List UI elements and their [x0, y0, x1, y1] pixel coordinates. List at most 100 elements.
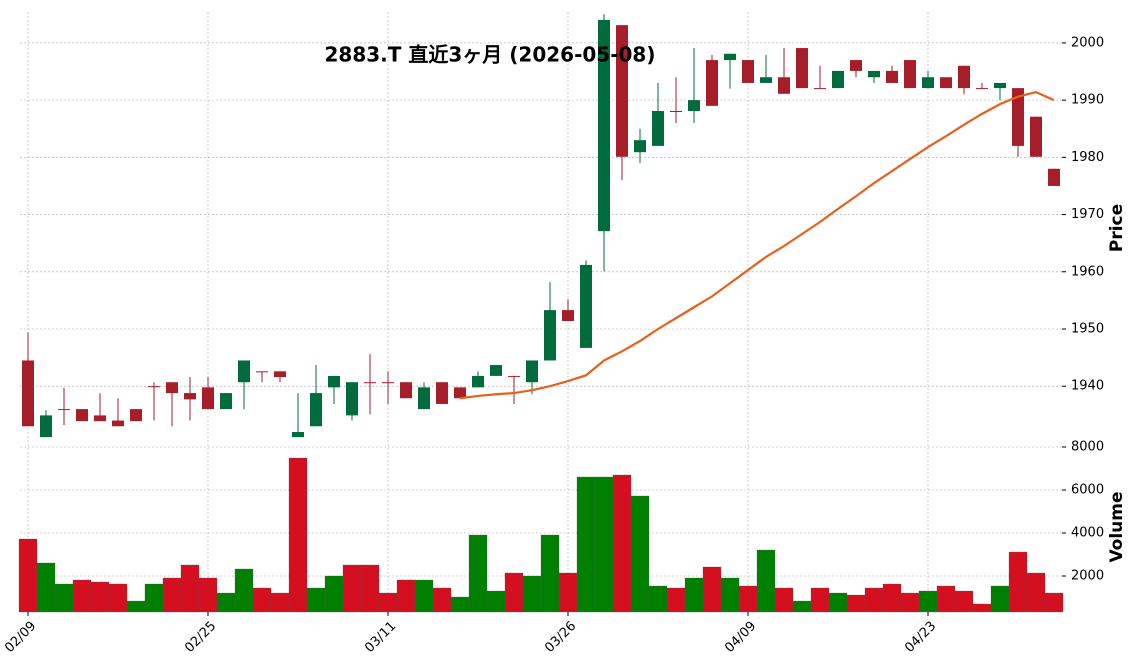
y-axis-label: Price	[1107, 204, 1127, 252]
volume-bar	[1026, 572, 1046, 613]
volume-bar	[936, 585, 956, 613]
volume-bar	[684, 577, 704, 613]
volume-bar	[774, 587, 794, 613]
candle-body	[490, 365, 502, 376]
x-tick-label: 02/09	[2, 619, 39, 656]
volume-bar	[36, 562, 56, 613]
volume-bar	[90, 581, 110, 613]
candle-body	[544, 310, 556, 361]
candle-body	[706, 60, 718, 106]
candle-body	[220, 393, 232, 410]
candle-body	[184, 393, 196, 400]
volume-bar	[756, 549, 776, 613]
candle-body	[526, 360, 538, 383]
volume-bar	[504, 572, 524, 613]
candle-body	[760, 77, 772, 83]
x-tick-label: 03/11	[362, 619, 399, 656]
volume-bar	[360, 564, 380, 613]
volume-bar	[738, 585, 758, 613]
volume-bar	[126, 600, 146, 613]
candle-body	[580, 264, 592, 348]
volume-bar	[648, 585, 668, 613]
volume-bar	[216, 592, 236, 613]
volume-bar	[162, 577, 182, 613]
candle-body	[346, 382, 358, 416]
y-tick-label: 2000	[1071, 35, 1104, 50]
candle-body	[400, 382, 412, 399]
volume-bar	[396, 579, 416, 613]
x-tick-label: 03/26	[542, 619, 579, 656]
volume-bar	[324, 575, 344, 613]
y-tick-label: 1950	[1071, 321, 1104, 336]
candle-body	[634, 140, 646, 153]
volume-bar	[900, 592, 920, 613]
candle-body	[976, 88, 988, 90]
y-tick-label: 8000	[1071, 440, 1104, 455]
candle-body	[850, 60, 862, 71]
candle-body	[796, 48, 808, 89]
y-tick-label: 1990	[1071, 93, 1104, 108]
candle-body	[58, 409, 70, 411]
candle-body	[508, 375, 520, 377]
volume-bar	[450, 596, 470, 613]
volume-bar	[972, 603, 992, 613]
candle-body	[598, 20, 610, 232]
candle-body	[274, 371, 286, 378]
y-tick-label: 1970	[1071, 207, 1104, 222]
candle-body	[1030, 116, 1042, 157]
volume-bar	[864, 587, 884, 613]
candle-body	[994, 82, 1006, 89]
candle-body	[292, 431, 304, 438]
volume-bar	[1044, 592, 1064, 613]
candle-body	[310, 393, 322, 427]
volume-bar	[594, 476, 614, 613]
candle-body	[202, 387, 214, 410]
candle-body	[778, 77, 790, 94]
candle-body	[94, 415, 106, 422]
candle-body	[742, 60, 754, 83]
volume-bar	[792, 600, 812, 613]
candle-body	[616, 25, 628, 157]
volume-bar	[540, 534, 560, 613]
moving-average	[459, 90, 1055, 400]
candle-body	[328, 375, 340, 388]
volume-axis-label: Volume	[1107, 491, 1127, 562]
volume-bar	[846, 594, 866, 613]
candle-body	[724, 53, 736, 61]
candle-body	[562, 310, 574, 321]
y-tick-label: 1960	[1071, 264, 1104, 279]
volume-bar	[234, 568, 254, 613]
chart-title: 2883.T 直近3ヶ月 (2026-05-08)	[325, 43, 656, 67]
candle-body	[688, 100, 700, 111]
volume-bar	[630, 495, 650, 613]
candle-body	[1048, 168, 1060, 186]
candle-body	[364, 382, 376, 384]
candle-body	[76, 409, 88, 422]
volume-bar	[612, 474, 632, 613]
candle-body	[886, 70, 898, 83]
volume-bar	[54, 583, 74, 613]
volume-bar	[18, 538, 38, 613]
candle-body	[166, 382, 178, 394]
volume-bar	[432, 587, 452, 613]
candle-body	[148, 386, 160, 388]
volume-bar	[666, 587, 686, 613]
volume-bar	[576, 476, 596, 613]
volume-bar	[198, 577, 218, 613]
candle-body	[382, 382, 394, 384]
volume-bar	[828, 592, 848, 613]
candle-body	[904, 60, 916, 89]
candle-body	[958, 65, 970, 89]
volume-bar	[270, 592, 290, 613]
volume-bar	[954, 590, 974, 613]
candle-body	[238, 360, 250, 383]
volume-bar	[702, 566, 722, 613]
volume-bar	[522, 575, 542, 613]
volume-bar	[252, 587, 272, 613]
volume-bar	[72, 579, 92, 613]
candle-body	[418, 387, 430, 410]
volume-bar	[810, 587, 830, 613]
candle-body	[814, 88, 826, 90]
